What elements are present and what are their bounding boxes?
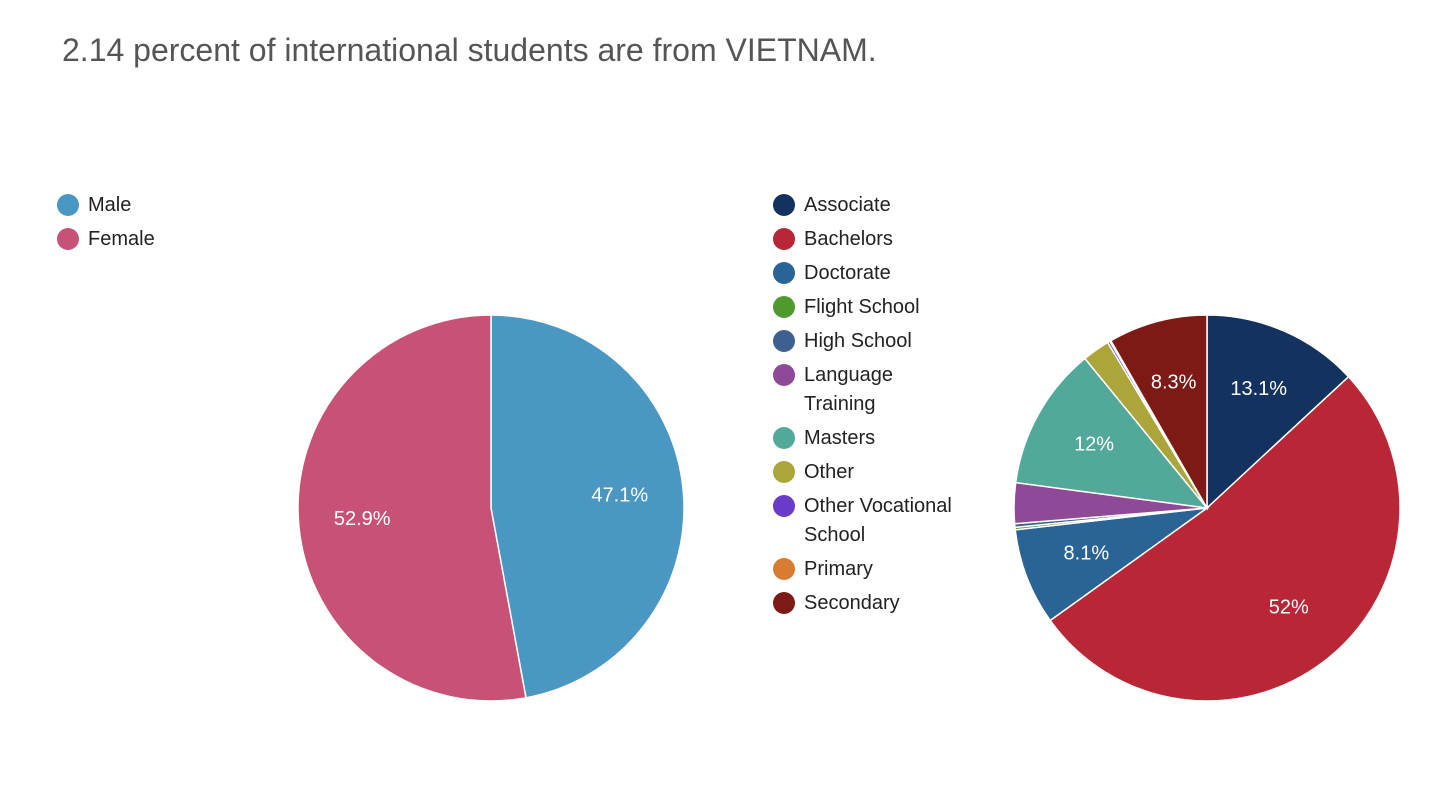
- pie-slice: [1206, 314, 1350, 510]
- legend: Associate Bachelors Doctorate Flight School…: [773, 191, 969, 623]
- slice-label: 13.1%: [1230, 378, 1287, 400]
- legend-entry: Secondary: [773, 589, 969, 618]
- slice-label: 12%: [1074, 433, 1114, 455]
- legend-entry: High School: [773, 327, 969, 356]
- legend-marker: [773, 495, 795, 517]
- legend-entry: Masters: [773, 424, 969, 453]
- legend-marker: [57, 194, 79, 216]
- pie-slice: [1014, 506, 1210, 622]
- slice-label: 47.1%: [591, 485, 648, 507]
- legend-marker: [773, 228, 795, 250]
- pie-slice: [1014, 357, 1209, 509]
- legend-label: High School: [804, 330, 912, 352]
- legend-entry: Other: [773, 458, 969, 487]
- legend-label: Other Vocational School: [804, 495, 952, 546]
- legend-label: Other: [804, 461, 855, 483]
- legend-marker: [57, 228, 79, 250]
- legend-marker: [773, 330, 795, 352]
- legend: Male Female: [57, 191, 253, 259]
- legend-marker: [773, 558, 795, 580]
- legend-label: Primary: [804, 558, 873, 580]
- legend-entry: Flight School: [773, 293, 969, 322]
- legend-entry: Male: [57, 191, 253, 220]
- legend-marker: [773, 592, 795, 614]
- legend-entry: Female: [57, 225, 253, 254]
- legend-label: Bachelors: [804, 228, 893, 250]
- pie-slice: [1049, 375, 1401, 702]
- slice-label: 8.3%: [1151, 371, 1197, 393]
- legend-entry: Bachelors: [773, 225, 969, 254]
- legend-label: Masters: [804, 427, 876, 449]
- pie-slice: [1109, 314, 1208, 511]
- slice-label: 52.9%: [334, 508, 391, 530]
- legend-label: Female: [88, 228, 155, 250]
- legend-label: Associate: [804, 194, 891, 216]
- legend-entry: Language Training: [773, 361, 969, 419]
- page-title: 2.14 percent of international students a…: [62, 32, 877, 68]
- legend-label: Secondary: [804, 592, 900, 614]
- legend-marker: [773, 364, 795, 386]
- legend-marker: [773, 194, 795, 216]
- slice-label: 52%: [1269, 596, 1309, 618]
- legend-marker: [773, 427, 795, 449]
- legend-marker: [773, 461, 795, 483]
- legend-marker: [773, 262, 795, 284]
- pie-slice: [490, 314, 685, 699]
- legend-marker: [773, 296, 795, 318]
- legend-entry: Primary: [773, 555, 969, 584]
- legend-label: Language Training: [804, 364, 893, 415]
- legend-label: Male: [88, 194, 132, 216]
- pie-slice: [297, 314, 527, 702]
- legend-entry: Associate: [773, 191, 969, 220]
- legend-entry: Other Vocational School: [773, 492, 969, 550]
- legend-label: Doctorate: [804, 262, 891, 284]
- legend-label: Flight School: [804, 296, 920, 318]
- slice-label: 8.1%: [1064, 543, 1110, 565]
- legend-entry: Doctorate: [773, 259, 969, 288]
